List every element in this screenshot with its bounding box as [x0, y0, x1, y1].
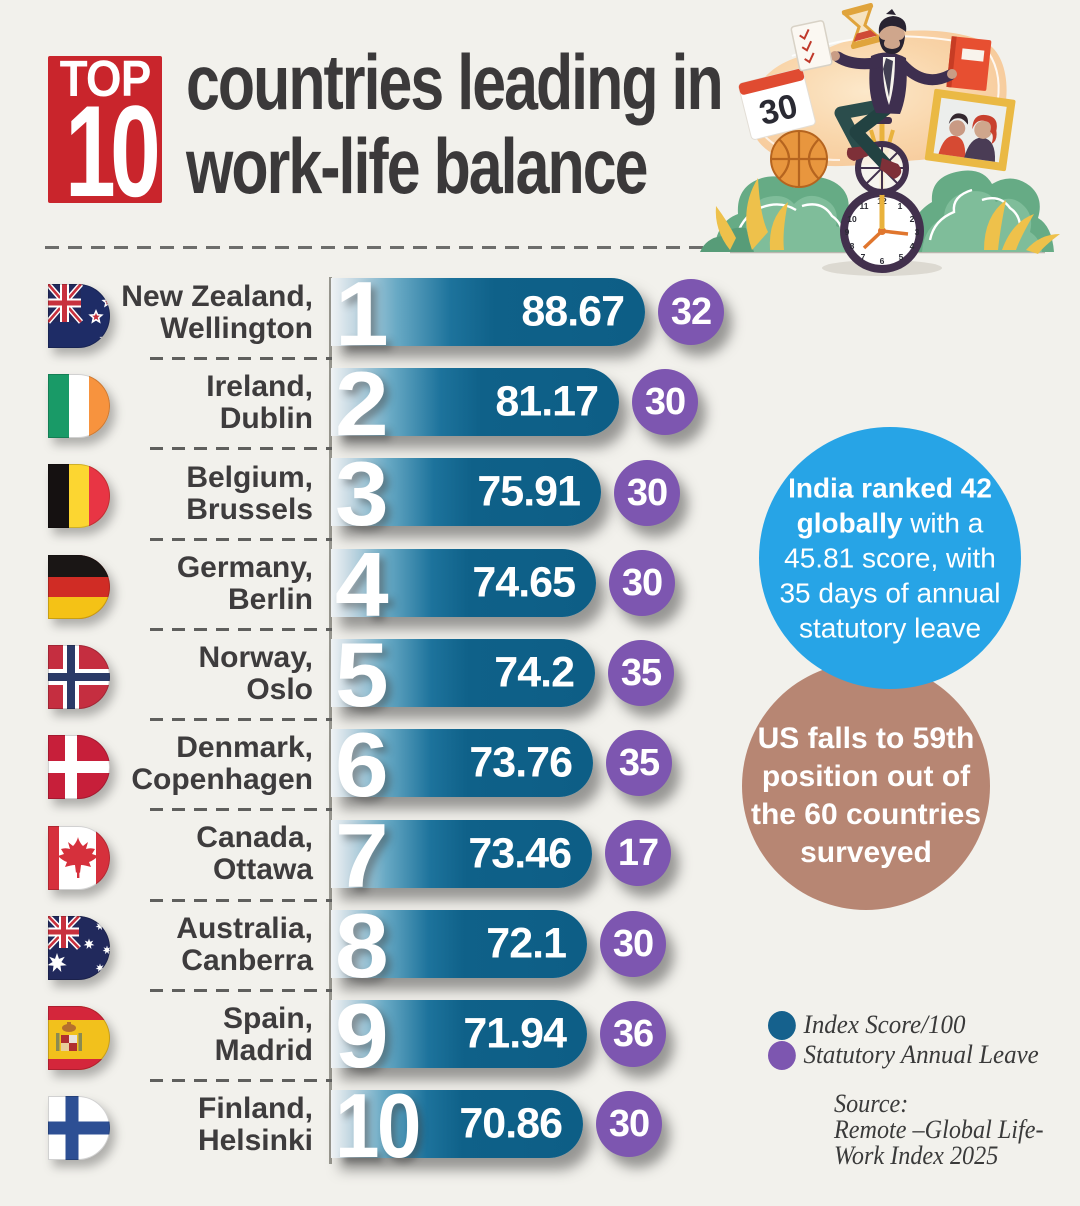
- svg-text:4: 4: [910, 241, 915, 251]
- svg-text:30: 30: [756, 87, 802, 133]
- svg-text:8: 8: [850, 241, 855, 251]
- svg-text:11: 11: [860, 201, 869, 211]
- svg-text:6: 6: [880, 256, 885, 266]
- svg-text:10: 10: [847, 214, 857, 224]
- svg-text:2: 2: [910, 214, 915, 224]
- svg-text:1: 1: [898, 201, 903, 211]
- svg-text:9: 9: [845, 227, 850, 237]
- svg-text:3: 3: [915, 227, 920, 237]
- svg-text:7: 7: [861, 252, 866, 262]
- svg-text:5: 5: [899, 252, 904, 262]
